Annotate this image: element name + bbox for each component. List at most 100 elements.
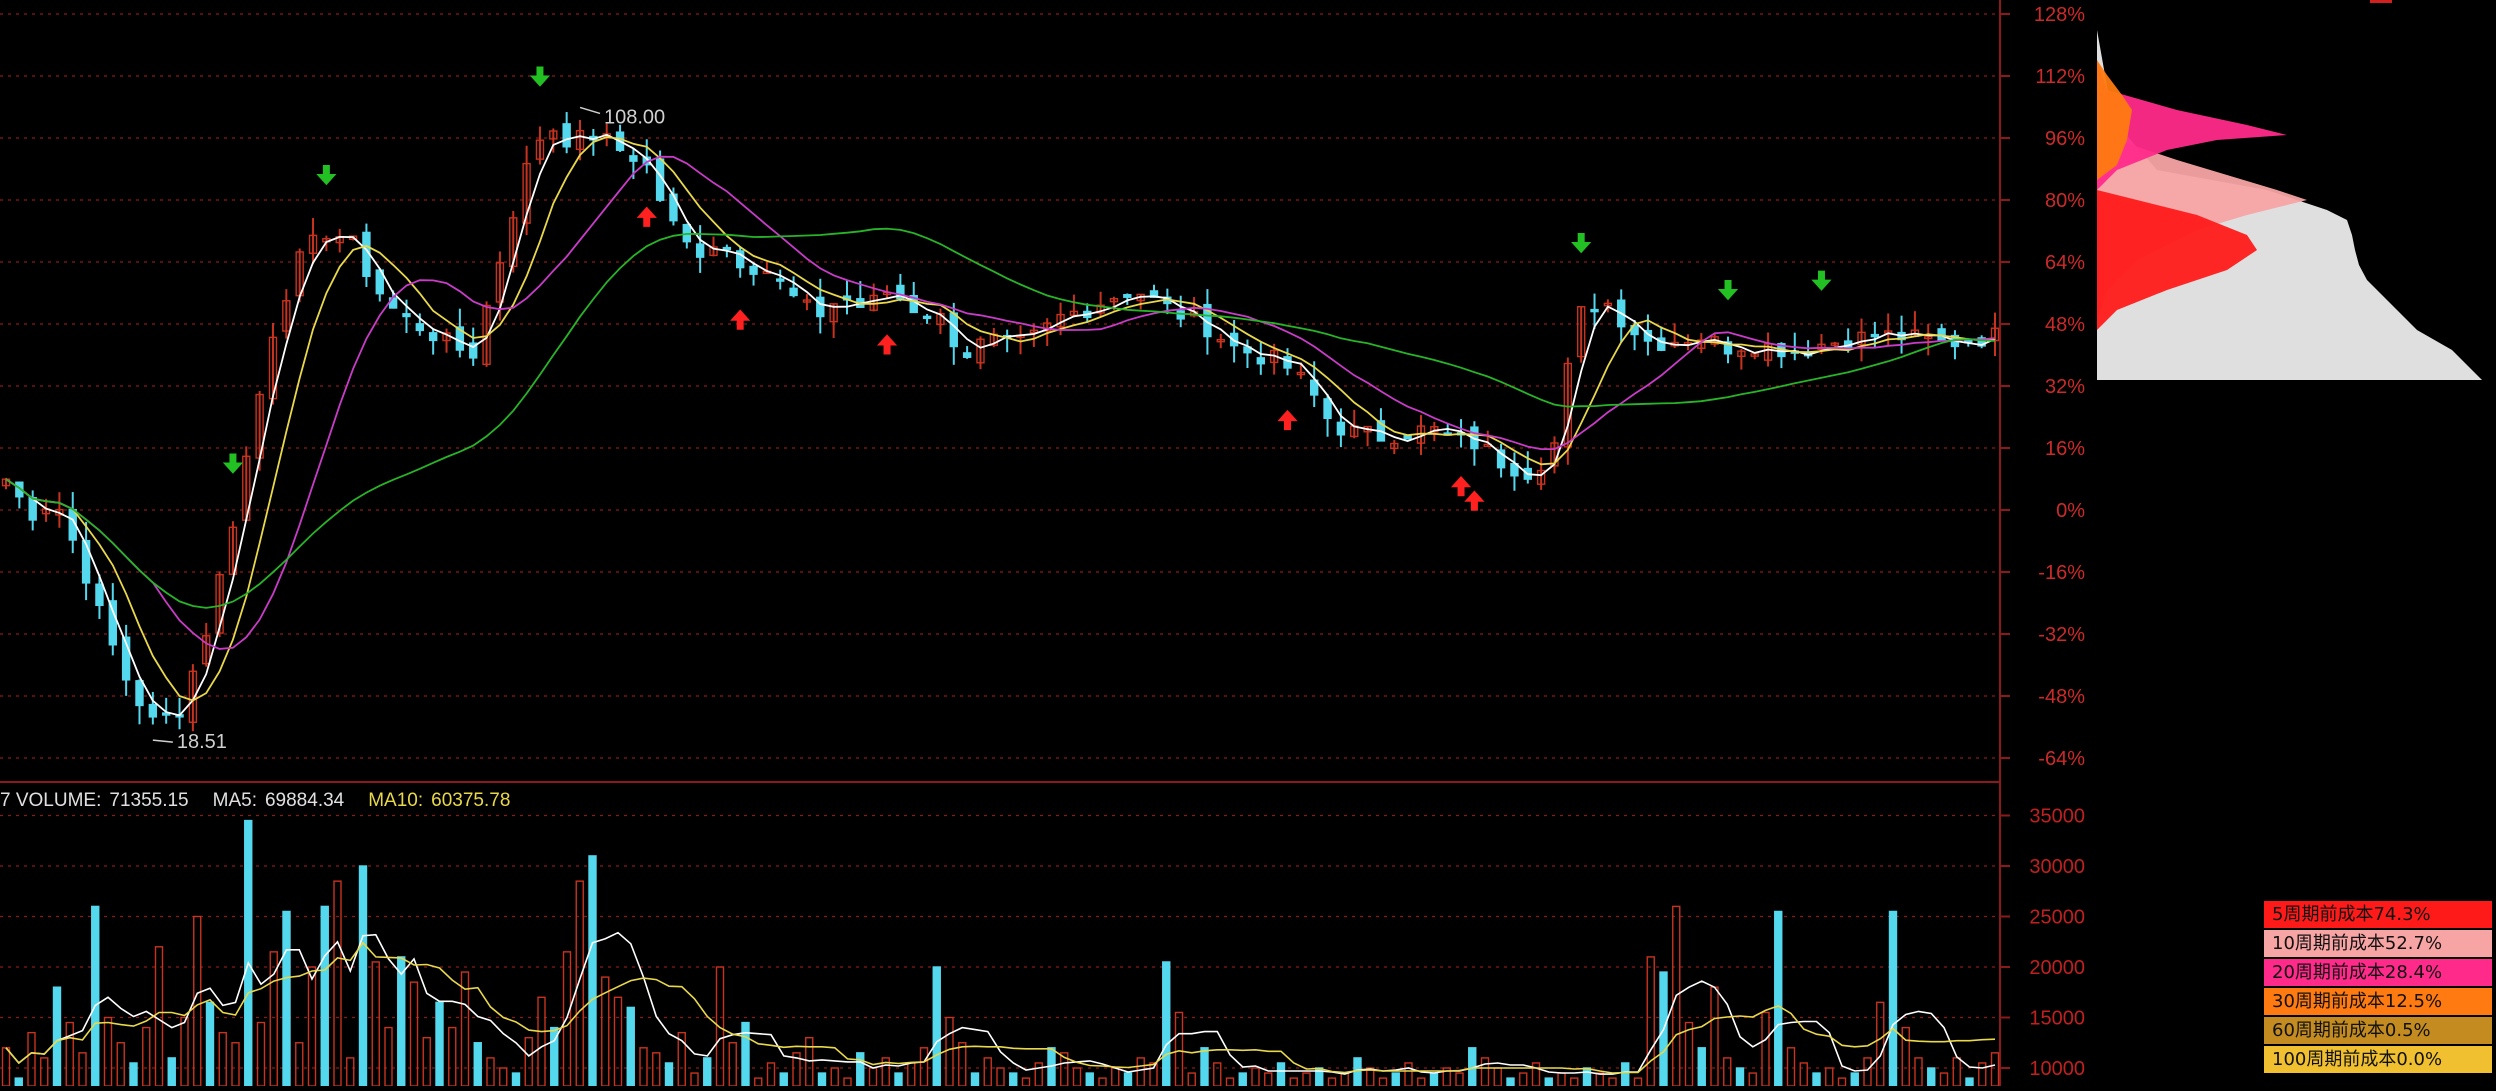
candle-body [509, 217, 518, 268]
volume-bar [1965, 1077, 1974, 1087]
candle-body [1977, 337, 1986, 347]
ma10-value: 60375.78 [431, 790, 510, 811]
candle-body [81, 539, 91, 584]
volume-bar [1200, 1047, 1209, 1087]
volume-bar [129, 1062, 138, 1087]
volume-bar [919, 1047, 929, 1087]
candle-body [1096, 304, 1105, 314]
volume-bar [524, 1036, 533, 1087]
volume-bar [983, 1057, 992, 1087]
ma-line-2 [5, 136, 1996, 702]
volume-bar [996, 1067, 1005, 1087]
volume-bar [779, 1072, 788, 1087]
volume-bar [1098, 1077, 1107, 1087]
volume-bar [333, 880, 342, 1087]
candle-body [922, 315, 932, 320]
candle-body [495, 262, 505, 303]
volume-bar [1544, 1077, 1553, 1087]
candle-body [1657, 337, 1666, 351]
volume-bar [843, 1077, 852, 1087]
volume-bar [116, 1042, 125, 1087]
volume-bar [1085, 1072, 1094, 1087]
sell-arrow-icon [1717, 280, 1739, 301]
legend-item: 5周期前成本74.3% [2264, 901, 2492, 928]
candle-body [469, 342, 478, 359]
volume-bar [1914, 1057, 1923, 1087]
sell-arrow-icon [529, 66, 551, 87]
volume-bar [626, 1006, 635, 1087]
volume-bar [907, 1062, 916, 1087]
volume-bar [1799, 1062, 1808, 1087]
price-tick-label: 32% [2045, 376, 2085, 398]
candle-body [1029, 329, 1039, 334]
volume-bar [1519, 1072, 1528, 1087]
volume-bar [1608, 1077, 1617, 1087]
legend-item: 60周期前成本0.5% [2264, 1017, 2492, 1044]
volume-bar [218, 1031, 227, 1087]
volume-bar [295, 1042, 304, 1087]
volume-bar [384, 1026, 393, 1087]
volume-bar [1888, 910, 1898, 1087]
candle-body [402, 313, 411, 318]
buy-arrow-icon [1450, 475, 1472, 497]
window-marker [2370, 0, 2392, 3]
ma-line-3 [5, 155, 1996, 650]
candle-body [802, 299, 812, 303]
candle-body [1403, 435, 1412, 440]
ma5-label: MA5: [213, 790, 257, 811]
distribution-white-layer [2097, 30, 2482, 380]
volume-bar [588, 855, 597, 1087]
volume-bar [499, 1067, 508, 1087]
volume-bar [1111, 1067, 1120, 1087]
candle-body [962, 352, 972, 358]
candle-body [148, 703, 158, 718]
buy-arrow-icon [636, 206, 657, 227]
volume-bar [1646, 956, 1655, 1087]
volume-bar [1927, 1067, 1936, 1087]
volume-bar [868, 1067, 878, 1087]
candle-body [188, 670, 198, 723]
volume-bar [830, 1067, 839, 1087]
volume-bar [1812, 1072, 1821, 1087]
candle-body [1536, 469, 1546, 485]
candle-body [1176, 310, 1185, 320]
volume-tick-label: 25000 [2029, 907, 2085, 929]
candle-body [829, 303, 838, 323]
volume-bar [180, 1016, 189, 1087]
volume-bar [1723, 1057, 1732, 1087]
volume-bar [1429, 1072, 1439, 1087]
candle-body [1723, 341, 1733, 355]
candle-body [108, 600, 117, 646]
volume-bar [1786, 1047, 1796, 1087]
candle-body [1310, 379, 1319, 396]
volume-bar [231, 1042, 240, 1087]
volume-bar [1582, 1067, 1592, 1087]
price-tick-label: -64% [2038, 748, 2085, 770]
volume-bar [856, 1052, 865, 1087]
volume-bar [1276, 1062, 1286, 1087]
volume-bar [1901, 1026, 1910, 1087]
volume-bar [754, 1077, 763, 1087]
volume-bar [40, 1057, 49, 1087]
volume-bar [65, 1021, 74, 1087]
volume-bar [1340, 1072, 1349, 1087]
volume-bar [1404, 1062, 1413, 1087]
candle-body [1069, 310, 1079, 316]
legend-item: 100周期前成本0.0% [2264, 1046, 2492, 1073]
low-label: 18.51 [177, 731, 227, 753]
candle-body [1216, 338, 1225, 343]
volume-bar [1021, 1077, 1031, 1087]
price-tick-label: 64% [2045, 252, 2085, 274]
volume-value: 71355.15 [109, 790, 188, 811]
volume-bar [690, 1072, 699, 1087]
candle-body [1924, 335, 1933, 340]
distribution-red-layer [2097, 190, 2257, 330]
candle-body [415, 323, 425, 332]
volume-bar [256, 1021, 266, 1087]
candle-body [1390, 442, 1399, 450]
volume-bar [1761, 1011, 1770, 1087]
volume-bar [703, 1057, 712, 1087]
volume-bar [1327, 1077, 1337, 1087]
candle-body [1109, 297, 1119, 303]
price-tick-label: -32% [2038, 624, 2085, 646]
